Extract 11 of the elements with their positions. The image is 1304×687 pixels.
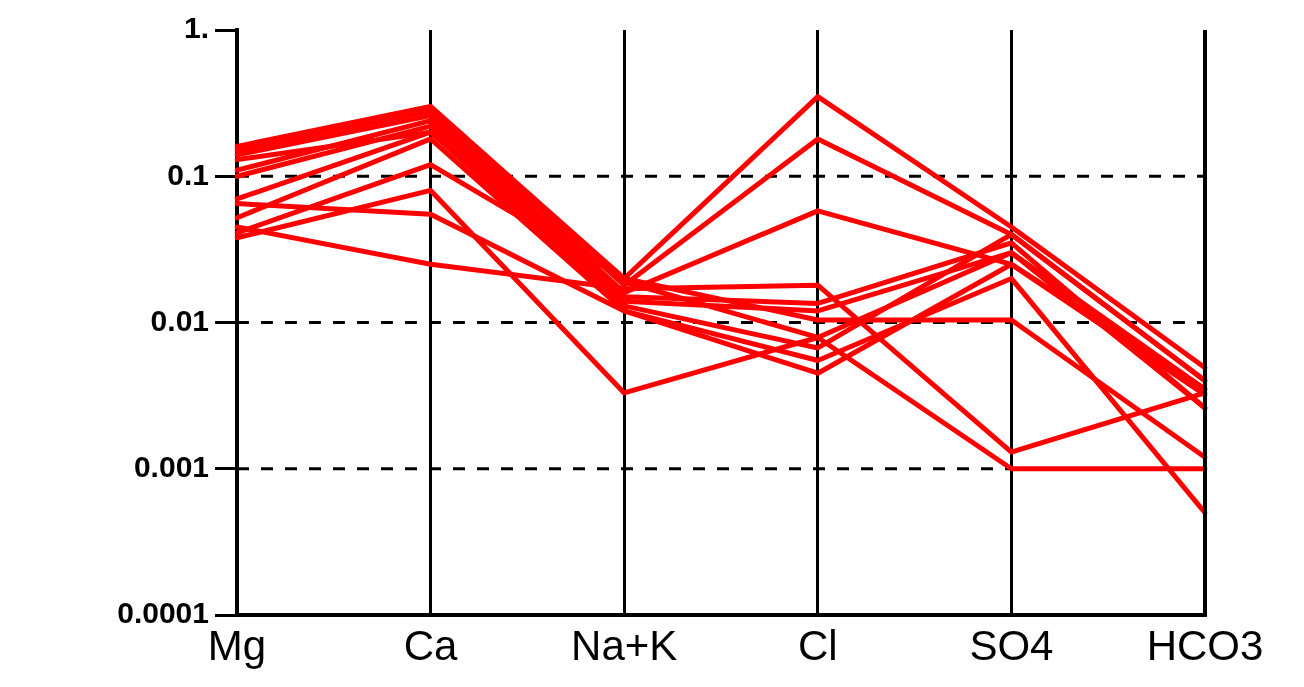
x-tick-label: SO4 [969,621,1054,669]
x-tick-label: Cl [797,621,838,669]
x-tick-label: Na+K [571,621,678,669]
y-tick-label: 0.001 [133,450,209,484]
x-tick-label: Ca [403,621,459,669]
y-tick-label: 0.1 [167,157,209,191]
x-tick-label: HCO3 [1146,621,1264,669]
y-tick-label: 0.01 [150,303,209,337]
y-tick-label: 0.0001 [117,596,209,630]
y-tick-label: 1. [183,11,209,45]
x-tick-label: Mg [207,621,267,669]
